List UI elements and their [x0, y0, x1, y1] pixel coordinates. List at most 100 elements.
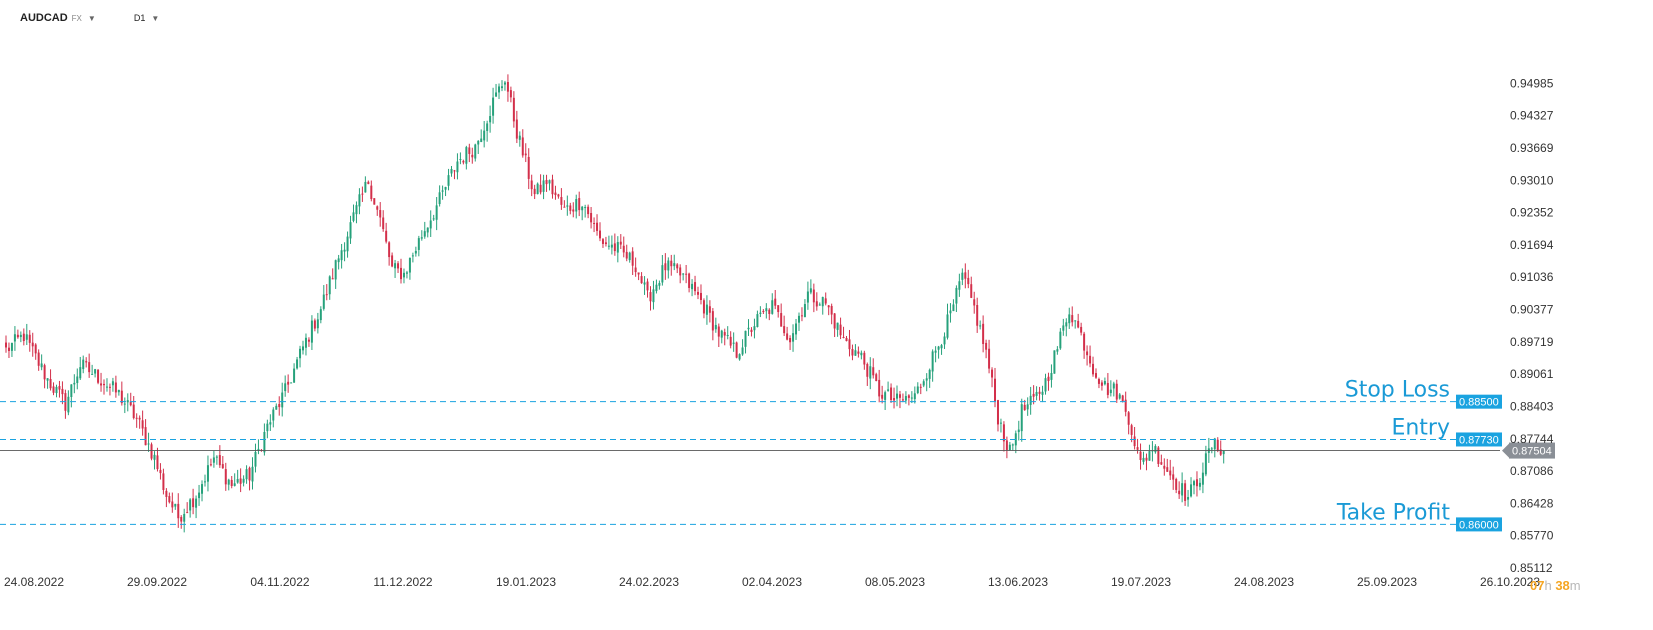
candle-body — [732, 342, 735, 344]
candle-body — [186, 512, 189, 514]
timeframe-dropdown-icon[interactable]: ▼ — [151, 13, 160, 23]
candle-body — [304, 337, 307, 348]
candle-body — [872, 367, 875, 376]
candle-body — [1100, 382, 1103, 386]
y-tick-label: 0.94985 — [1510, 76, 1554, 90]
candle-body — [417, 238, 420, 250]
y-tick-label: 0.87744 — [1510, 432, 1554, 446]
candle-body — [489, 116, 492, 123]
candle-body — [13, 334, 16, 342]
x-tick-label: 29.09.2022 — [127, 575, 187, 589]
candle-body — [1089, 355, 1092, 364]
candle-body — [625, 251, 628, 259]
candle-body — [949, 310, 952, 314]
candle-body — [1172, 474, 1175, 480]
y-tick-label: 0.91036 — [1510, 270, 1554, 284]
candle-body — [52, 386, 55, 393]
time-axis: 24.08.2022 29.09.2022 04.11.2022 11.12.2022… — [4, 575, 1540, 589]
candle-body — [839, 324, 842, 336]
candle-body — [340, 250, 343, 261]
candle-body — [943, 336, 946, 345]
candle-body — [955, 287, 958, 304]
candle-body — [1124, 399, 1127, 412]
candle-body — [539, 184, 542, 193]
candle-body — [928, 369, 931, 379]
candle-body — [316, 319, 319, 329]
candle-body — [1059, 331, 1062, 349]
candle-body — [444, 186, 447, 190]
candle-body — [783, 326, 786, 334]
symbol-dropdown-icon[interactable]: ▼ — [87, 13, 96, 23]
candle-body — [281, 392, 284, 408]
candle-body — [566, 205, 569, 207]
candle-body — [964, 272, 967, 279]
candle-body — [584, 207, 587, 209]
y-tick-label: 0.92352 — [1510, 206, 1554, 220]
timer-minutes: 38 — [1555, 578, 1570, 593]
candle-body — [979, 325, 982, 327]
candle-body — [711, 311, 714, 331]
candle-body — [646, 281, 649, 291]
candle-body — [699, 292, 702, 301]
candle-body — [94, 369, 97, 374]
candle-body — [299, 348, 302, 359]
candle-body — [177, 503, 180, 519]
candle-body — [893, 398, 896, 401]
candle-body — [729, 336, 732, 346]
candle-body — [643, 282, 646, 285]
candle-body — [349, 222, 352, 239]
timer-minutes-unit: m — [1569, 578, 1581, 593]
candle-body — [147, 443, 150, 445]
candle-body — [388, 242, 391, 258]
candle-body — [509, 90, 512, 98]
candle-body — [759, 312, 762, 314]
candle-body — [833, 313, 836, 329]
candle-body — [483, 130, 486, 141]
candle-body — [135, 417, 138, 419]
candle-body — [527, 156, 530, 179]
x-tick-label: 26.10.2023 — [1480, 575, 1540, 589]
candle-body — [533, 188, 536, 195]
candle-body — [138, 417, 141, 420]
candle-body — [890, 387, 893, 401]
candle-body — [477, 140, 480, 145]
current-price-value: 0.87504 — [1512, 446, 1552, 458]
candle-body — [1011, 444, 1014, 446]
candle-body — [578, 198, 581, 211]
candle-body — [379, 209, 382, 218]
candle-body — [913, 393, 916, 400]
level-badge — [1456, 432, 1502, 447]
candle-body — [195, 498, 198, 508]
candle-body — [1053, 350, 1056, 374]
candles — [5, 74, 1225, 533]
candle-body — [610, 244, 613, 248]
candle-body — [741, 347, 744, 355]
y-tick-label: 0.94327 — [1510, 109, 1554, 123]
candle-body — [79, 367, 82, 379]
candle-body — [224, 469, 227, 485]
symbol-label[interactable]: AUDCAD — [20, 12, 68, 24]
candle-body — [346, 236, 349, 252]
candle-body — [1106, 382, 1109, 395]
candle-body — [114, 382, 117, 393]
candle-body — [575, 199, 578, 212]
candle-body — [429, 220, 432, 229]
candle-body — [887, 389, 890, 391]
timeframe-label[interactable]: D1 — [133, 13, 146, 23]
candle-body — [453, 170, 456, 172]
candle-body — [866, 364, 869, 377]
candle-body — [269, 422, 272, 425]
candle-body — [503, 82, 506, 85]
candle-body — [548, 180, 551, 184]
candle-body — [58, 386, 61, 390]
candle-body — [1008, 444, 1011, 451]
candle-body — [842, 336, 845, 338]
x-tick-label: 04.11.2022 — [250, 575, 309, 589]
candle-body — [19, 334, 22, 338]
candle-body — [37, 352, 40, 366]
candle-body — [180, 516, 183, 522]
candle-body — [319, 309, 322, 321]
candle-body — [385, 230, 388, 242]
candle-body — [22, 333, 25, 342]
